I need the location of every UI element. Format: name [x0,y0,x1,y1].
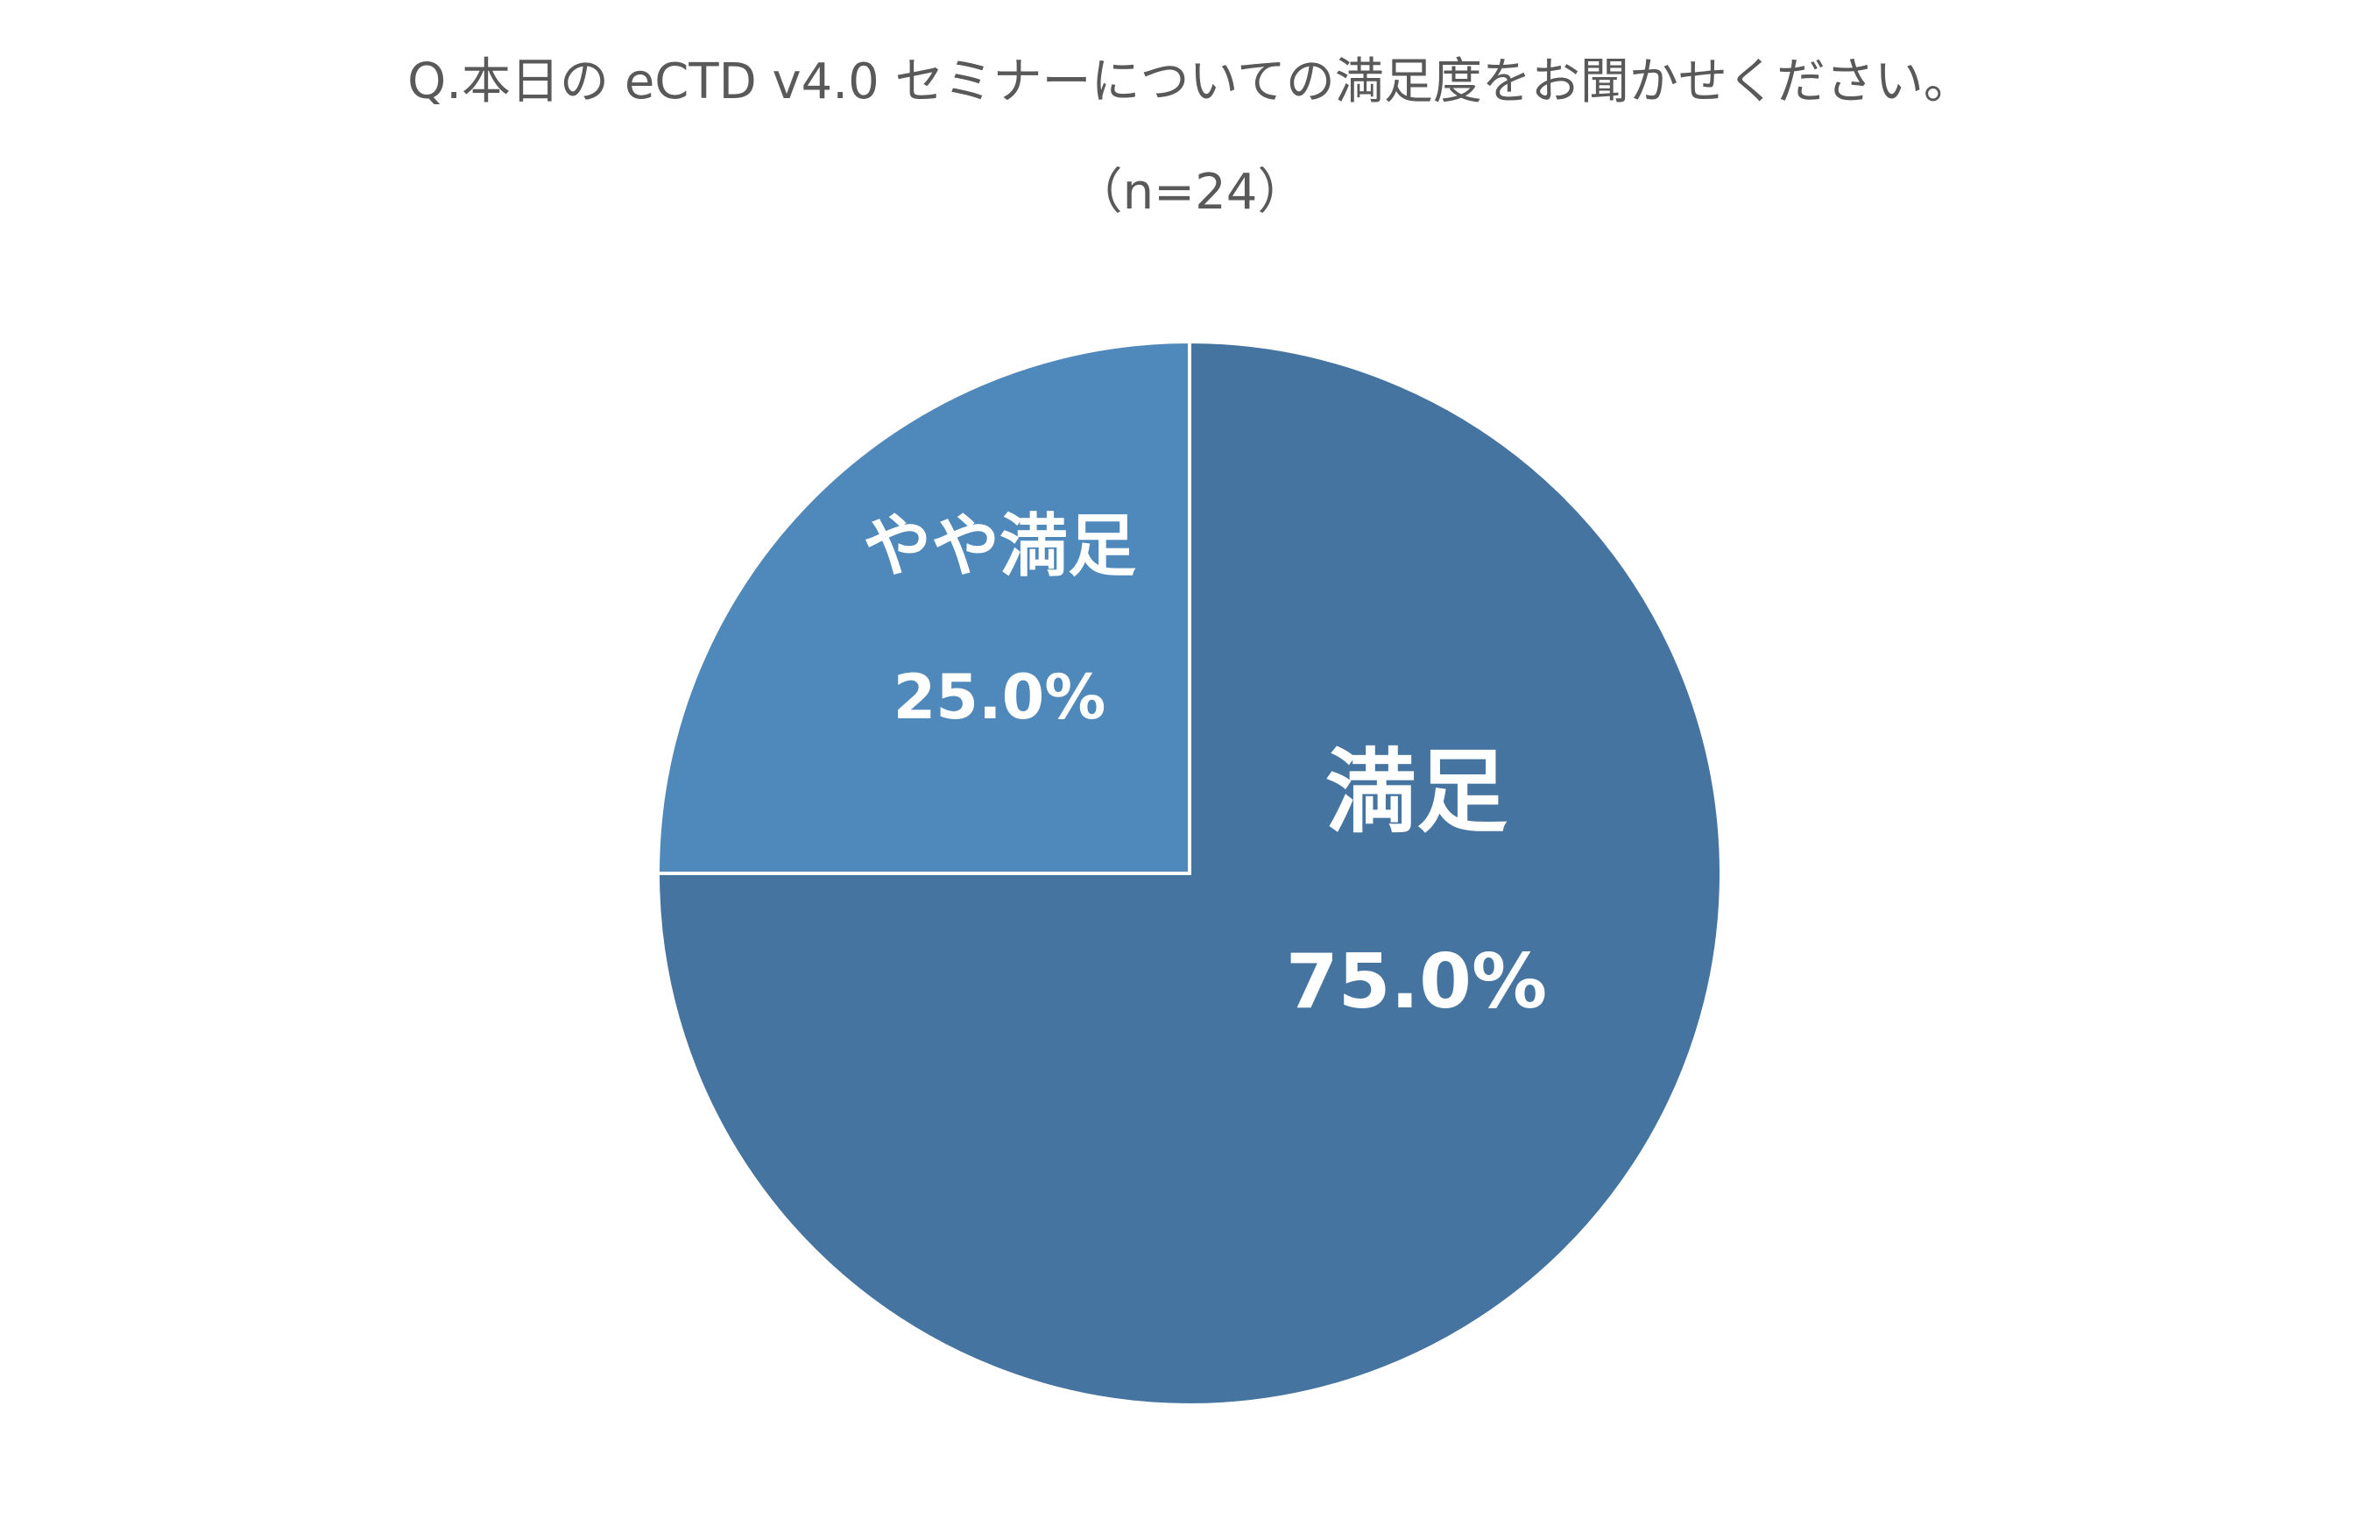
slice-label-0: 満足 [1325,738,1508,845]
chart-subtitle: （n=24） [1073,164,1307,221]
pie-slice-somewhat-satisfied [655,339,1191,875]
slice-label-1: やや満足 [863,507,1136,586]
pie-slices [655,339,1723,1407]
slice-value-0: 75.0% [1286,938,1547,1026]
pie-labels: 満足 75.0% やや満足 25.0% [863,507,1547,1026]
chart-title: Q.本日の eCTD v4.0 セミナーについての満足度をお聞かせください。 [407,53,1973,110]
slice-value-1: 25.0% [893,661,1106,733]
pie-slice-satisfied [655,339,1723,1407]
